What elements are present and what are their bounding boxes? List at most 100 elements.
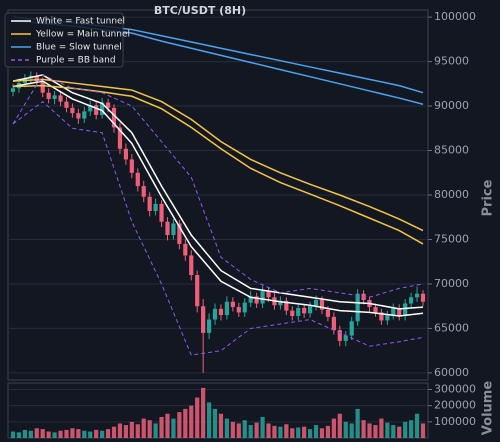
volume-bar — [218, 413, 224, 438]
volume-bar — [147, 420, 152, 438]
candle-body — [40, 81, 45, 93]
volume-bar — [325, 425, 331, 438]
legend-box — [4, 12, 124, 68]
volume-bar — [355, 408, 360, 438]
candle-body — [141, 186, 146, 197]
volume-bar — [165, 413, 170, 438]
candle-body — [88, 105, 93, 112]
legend-label: Blue = Slow tunnel — [36, 43, 122, 53]
volume-bar — [117, 423, 123, 438]
candle-body — [278, 300, 283, 306]
candle-body — [206, 319, 212, 333]
candle-body — [248, 296, 253, 303]
candle-body — [313, 299, 319, 307]
candle-body — [414, 293, 420, 298]
legend-label: Purple = BB band — [36, 56, 116, 66]
volume-bar — [272, 425, 277, 438]
indicator-line — [12, 80, 424, 317]
volume-bar — [105, 429, 111, 438]
candle-body — [296, 307, 301, 316]
volume-bar — [212, 408, 218, 438]
legend-label: White = Fast tunnel — [36, 17, 125, 27]
volume-bar — [313, 425, 319, 438]
candle-body — [105, 102, 111, 108]
indicator-line — [12, 74, 424, 298]
volume-bar — [189, 405, 194, 438]
volume-bar — [379, 418, 384, 438]
volume-bar — [64, 429, 69, 438]
volume-bar — [46, 431, 51, 438]
candle-body — [111, 107, 117, 128]
candle-body — [201, 306, 206, 333]
candle-body — [165, 221, 170, 236]
candle-body — [135, 172, 140, 187]
volume-bar — [391, 425, 396, 438]
candle-body — [242, 302, 247, 313]
volume-bar — [266, 423, 271, 438]
volume-bar — [367, 423, 372, 438]
volume-bar — [403, 421, 408, 438]
volume-bar — [302, 426, 307, 438]
candle-body — [397, 307, 402, 316]
volume-tick-label: 100000 — [434, 415, 476, 428]
candle-body — [183, 243, 188, 256]
y-tick-label: 75000 — [434, 232, 469, 245]
volume-bar — [385, 422, 390, 438]
volume-bar — [82, 430, 87, 438]
volume-bar — [58, 430, 63, 438]
volume-bar — [183, 408, 188, 438]
volume-bar — [40, 429, 45, 438]
volume-bar — [159, 416, 164, 438]
candle-body — [385, 315, 390, 321]
candle-body — [284, 300, 289, 311]
volume-bar — [296, 427, 301, 438]
candle-body — [325, 309, 331, 317]
candle-body — [147, 196, 152, 212]
candle-body — [123, 148, 128, 160]
volume-bar — [343, 421, 348, 438]
candle-body — [159, 203, 164, 222]
candle-body — [230, 301, 235, 308]
volume-bar — [284, 424, 289, 438]
volume-bar — [361, 420, 366, 438]
indicator-line — [12, 100, 424, 356]
candle-body — [302, 307, 307, 314]
candle-body — [58, 95, 63, 102]
volume-bar — [10, 431, 16, 438]
volume-bar — [409, 420, 414, 438]
volume-bar — [201, 387, 206, 438]
candle-body — [331, 316, 336, 331]
candle-body — [46, 92, 51, 99]
volume-tick-label: 300000 — [434, 382, 476, 395]
candle-body — [189, 255, 194, 276]
candle-body — [355, 293, 360, 322]
y-tick-label: 60000 — [434, 366, 469, 379]
candle-body — [218, 308, 224, 316]
volume-bar — [224, 418, 230, 438]
candle-body — [224, 301, 230, 316]
candle-body — [260, 291, 265, 304]
indicator-line — [12, 78, 424, 232]
candle-body — [420, 293, 426, 302]
volume-bar — [414, 413, 420, 438]
candle-body — [337, 330, 342, 341]
candle-body — [82, 111, 87, 119]
candle-body — [379, 312, 384, 321]
volume-bar — [135, 424, 140, 438]
volume-bar — [242, 420, 247, 438]
candle-body — [212, 308, 218, 320]
candle-body — [236, 307, 241, 313]
candle-body — [94, 105, 99, 115]
volume-bar — [319, 428, 325, 438]
volume-bar — [171, 418, 176, 438]
volume-bar — [290, 428, 295, 438]
candle-body — [117, 127, 123, 149]
volume-bar — [260, 416, 265, 438]
volume-bar — [278, 426, 283, 438]
candle-body — [254, 296, 259, 304]
volume-bar — [111, 426, 117, 438]
candle-body — [343, 335, 348, 341]
volume-bar — [308, 429, 313, 438]
volume-bar — [34, 428, 39, 438]
